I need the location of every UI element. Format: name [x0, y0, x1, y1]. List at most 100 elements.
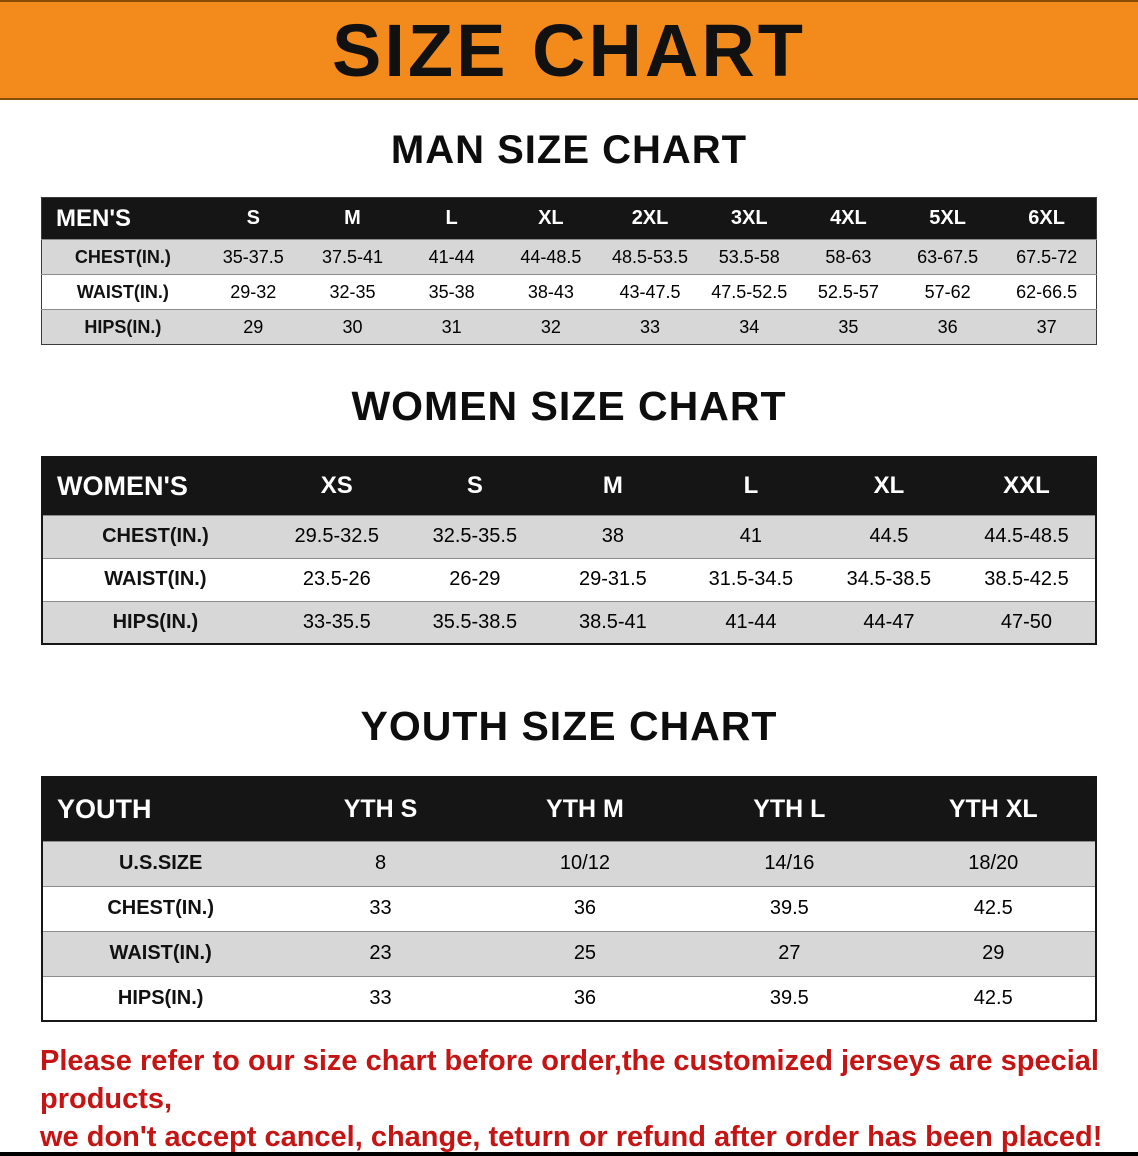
youth-row-label: HIPS(IN.) — [117, 986, 204, 1009]
men-corner-label: MEN'S — [56, 204, 132, 232]
men-header-row: MEN'S S M L XL 2XL 3XL 4XL 5XL 6XL — [41, 197, 1097, 240]
men-value-cell: 34 — [739, 316, 760, 337]
women-value-cell: 44.5-48.5 — [984, 525, 1069, 547]
men-value-cell: 31 — [441, 316, 462, 337]
youth-value-cell: 25 — [573, 942, 597, 964]
men-value-cell: 47.5-52.5 — [711, 281, 788, 302]
women-value-cell: 38.5-42.5 — [984, 568, 1069, 590]
men-value-cell: 62-66.5 — [1016, 281, 1078, 302]
youth-value-cell: 39.5 — [769, 897, 809, 919]
men-row-label: CHEST(IN.) — [74, 246, 171, 267]
women-value-cell: 32.5-35.5 — [432, 525, 518, 547]
men-value-cell: 53.5-58 — [718, 246, 780, 267]
women-value-cell: 47-50 — [1000, 610, 1053, 633]
youth-size-header-cell: YTH S — [343, 794, 418, 823]
youth-table-body: U.S.SIZE 8 10/12 14/16 18/20 CHEST(IN.) 33 36 39… — [42, 841, 1096, 1021]
women-corner-label: WOMEN'S — [57, 470, 188, 501]
youth-value-cell: 36 — [573, 986, 597, 1009]
men-size-header-cell: XL — [538, 207, 564, 229]
youth-size-header-cell: YTH M — [546, 794, 624, 823]
men-value-cell: 48.5-53.5 — [612, 246, 689, 267]
section-youth: YOUTH SIZE CHART YOUTH YTH S YTH M YTH L YTH … — [0, 703, 1138, 1022]
disclaimer: Please refer to our size chart before or… — [40, 1042, 1138, 1156]
youth-row-label: U.S.SIZE — [118, 852, 203, 874]
youth-value-cell: 27 — [778, 942, 801, 964]
men-value-cell: 67.5-72 — [1016, 246, 1078, 267]
youth-table-head: YOUTH YTH S YTH M YTH L YTH XL — [42, 777, 1096, 841]
men-table-row: CHEST(IN.) 35-37.5 37.5-41 41-44 44-48.5 48.5… — [41, 239, 1097, 275]
men-value-cell: 36 — [937, 316, 958, 337]
men-size-header-cell: 6XL — [1028, 207, 1065, 229]
youth-size-header-cell: YTH L — [753, 794, 826, 823]
men-size-header-cell: 3XL — [730, 207, 768, 229]
men-row-label: HIPS(IN.) — [84, 316, 162, 337]
women-value-cell: 44-47 — [863, 610, 915, 633]
women-value-cell: 38 — [601, 525, 624, 547]
women-table-row: CHEST(IN.) 29.5-32.5 32.5-35.5 38 41 44.5 44.5… — [42, 515, 1096, 558]
men-value-cell: 57-62 — [924, 281, 971, 302]
women-row-label: WAIST(IN.) — [104, 568, 207, 590]
youth-value-cell: 33 — [369, 986, 392, 1009]
men-value-cell: 63-67.5 — [917, 246, 979, 267]
men-value-cell: 32-35 — [329, 281, 376, 302]
section-women: WOMEN SIZE CHART WOMEN'S XS S M L XL XXL CHEST(I… — [0, 383, 1138, 645]
women-value-cell: 35.5-38.5 — [432, 610, 518, 633]
youth-value-cell: 18/20 — [968, 852, 1019, 874]
women-section-heading: WOMEN SIZE CHART — [351, 383, 787, 429]
youth-table-row: WAIST(IN.) 23 25 27 29 — [42, 931, 1096, 976]
bottom-border-line — [0, 1152, 1138, 1156]
men-value-cell: 58-63 — [825, 246, 872, 267]
men-value-cell: 29 — [243, 316, 264, 337]
women-value-cell: 29.5-32.5 — [294, 525, 380, 547]
youth-value-cell: 36 — [573, 897, 597, 919]
women-value-cell: 29-31.5 — [578, 568, 647, 590]
women-size-table: WOMEN'S XS S M L XL XXL CHEST(IN.) 29.5-32.5 32.5… — [41, 456, 1097, 645]
women-table-body: CHEST(IN.) 29.5-32.5 32.5-35.5 38 41 44.5 44.5… — [42, 515, 1096, 644]
women-table-row: HIPS(IN.) 33-35.5 35.5-38.5 38.5-41 41-44 44-… — [42, 601, 1096, 644]
men-table-row: HIPS(IN.) 29 30 31 32 33 34 35 36 37 — [41, 309, 1097, 345]
men-value-cell: 37 — [1036, 316, 1057, 337]
youth-table-row: CHEST(IN.) 33 36 39.5 42.5 — [42, 886, 1096, 931]
section-men: MAN SIZE CHART MEN'S S M L XL 2XL 3XL 4XL 5XL 6XL C… — [0, 128, 1138, 345]
youth-size-table: YOUTH YTH S YTH M YTH L YTH XL U.S.SIZE 8 10/12… — [41, 776, 1097, 1022]
youth-value-cell: 10/12 — [559, 852, 610, 874]
men-size-header-cell: 5XL — [929, 207, 966, 229]
youth-value-cell: 42.5 — [973, 986, 1013, 1009]
women-size-header-cell: XS — [320, 472, 353, 500]
youth-value-cell: 8 — [374, 852, 387, 874]
men-size-header-cell: M — [344, 207, 361, 229]
youth-row-label: WAIST(IN.) — [109, 942, 212, 964]
youth-value-cell: 42.5 — [973, 897, 1013, 919]
women-size-header-cell: L — [743, 472, 759, 500]
men-value-cell: 30 — [342, 316, 363, 337]
women-row-label: HIPS(IN.) — [112, 610, 199, 633]
women-table-row: WAIST(IN.) 23.5-26 26-29 29-31.5 31.5-34.5 34… — [42, 558, 1096, 601]
men-table-body: CHEST(IN.) 35-37.5 37.5-41 41-44 44-48.5 48.5… — [41, 239, 1097, 345]
men-value-cell: 32 — [540, 316, 561, 337]
men-value-cell: 52.5-57 — [817, 281, 879, 302]
men-section-heading: MAN SIZE CHART — [390, 128, 748, 172]
men-row-label: WAIST(IN.) — [76, 281, 169, 302]
women-size-header-cell: S — [466, 472, 483, 500]
women-value-cell: 44.5 — [869, 525, 909, 547]
women-value-cell: 41 — [739, 525, 763, 547]
women-value-cell: 33-35.5 — [302, 610, 371, 633]
men-value-cell: 35-38 — [428, 281, 475, 302]
youth-header-row: YOUTH YTH S YTH M YTH L YTH XL — [42, 777, 1096, 841]
page-title: SIZE CHART — [332, 8, 806, 92]
men-size-table: MEN'S S M L XL 2XL 3XL 4XL 5XL 6XL CHEST(IN.) 35-37… — [41, 197, 1097, 345]
women-header-row: WOMEN'S XS S M L XL XXL — [42, 457, 1096, 515]
youth-table-row: HIPS(IN.) 33 36 39.5 42.5 — [42, 976, 1096, 1021]
women-value-cell: 38.5-41 — [578, 610, 647, 633]
men-table-head: MEN'S S M L XL 2XL 3XL 4XL 5XL 6XL — [41, 197, 1097, 240]
men-value-cell: 38-43 — [527, 281, 574, 302]
men-size-header-cell: L — [445, 207, 458, 229]
men-size-header-cell: 2XL — [631, 207, 669, 229]
women-value-cell: 26-29 — [449, 568, 501, 590]
women-size-header-cell: XL — [873, 472, 905, 500]
men-value-cell: 35-37.5 — [222, 246, 284, 267]
youth-value-cell: 23 — [369, 942, 392, 964]
youth-table-row: U.S.SIZE 8 10/12 14/16 18/20 — [42, 841, 1096, 886]
men-value-cell: 33 — [640, 316, 661, 337]
